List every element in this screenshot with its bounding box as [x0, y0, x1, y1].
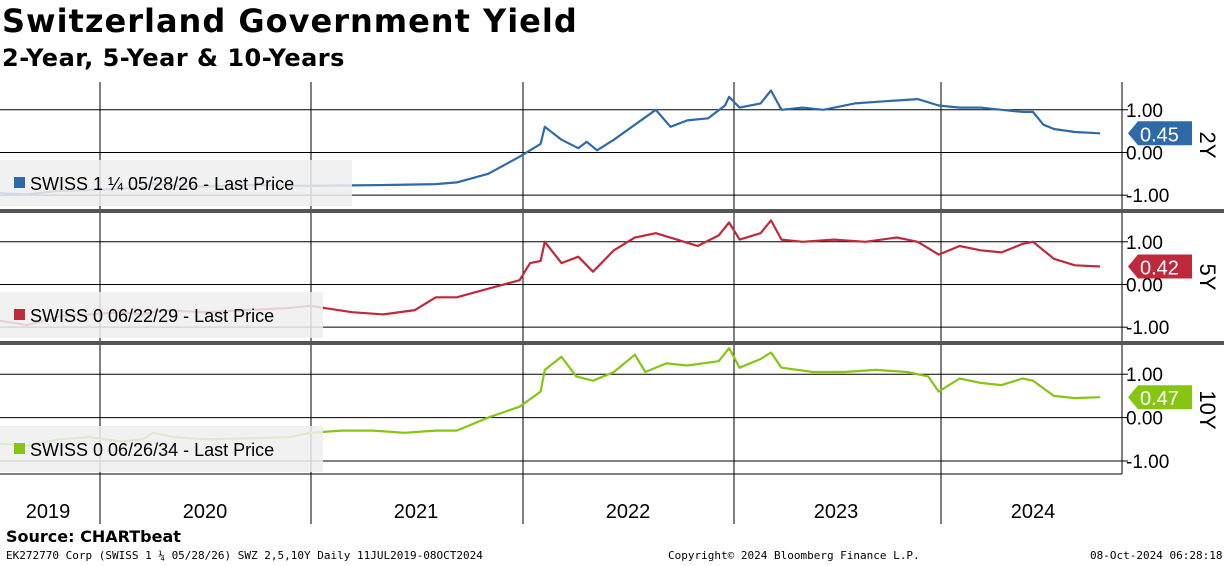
legend-label: SWISS 0 06/22/29 - Last Price — [30, 306, 274, 326]
legend-box — [0, 426, 323, 472]
y-tick-label: 1.00 — [1126, 233, 1163, 254]
y-tick-label: 1.00 — [1126, 365, 1163, 386]
last-value-badge — [1128, 254, 1192, 279]
panel-label-5y: 5Y — [1195, 264, 1220, 291]
last-value-label: 0.42 — [1140, 258, 1179, 280]
x-year-label: 2020 — [183, 501, 228, 523]
y-tick-label: -1.00 — [1126, 318, 1169, 339]
x-year-label: 2024 — [1011, 501, 1056, 523]
x-year-label: 2023 — [814, 501, 859, 523]
legend-swatch — [14, 309, 25, 320]
legend-swatch — [14, 177, 25, 188]
x-year-label: 2021 — [394, 501, 439, 523]
last-value-badge — [1128, 385, 1192, 410]
y-tick-label: 1.00 — [1126, 101, 1163, 122]
y-tick-label: -1.00 — [1126, 452, 1169, 473]
last-value-label: 0.47 — [1140, 388, 1179, 410]
panel-separator — [0, 341, 1224, 345]
last-value-label: 0.45 — [1140, 124, 1179, 146]
y-tick-label: 0.00 — [1126, 409, 1163, 430]
legend-label: SWISS 1 ¼ 05/28/26 - Last Price — [30, 174, 294, 194]
chart-subtitle: 2-Year, 5-Year & 10-Years — [2, 44, 345, 72]
footer-security-info: EK272770 Corp (SWISS 1 ¼ 05/28/26) SWZ 2… — [6, 549, 483, 562]
chart-title: Switzerland Government Yield — [2, 2, 578, 40]
panel-separator — [0, 209, 1224, 213]
legend-swatch — [14, 443, 25, 454]
y-tick-label: -1.00 — [1126, 186, 1169, 207]
x-year-label: 2019 — [26, 501, 71, 523]
last-value-badge — [1128, 121, 1192, 146]
footer-timestamp: 08-Oct-2024 06:28:18 — [1090, 549, 1223, 562]
x-year-label: 2022 — [606, 501, 651, 523]
footer-copyright: Copyright© 2024 Bloomberg Finance L.P. — [668, 549, 920, 562]
y-tick-label: 0.00 — [1126, 275, 1163, 296]
legend-box — [0, 292, 323, 338]
panel-label-10y: 10Y — [1195, 390, 1220, 429]
legend-box — [0, 160, 352, 206]
y-tick-label: 0.00 — [1126, 143, 1163, 164]
legend-label: SWISS 0 06/26/34 - Last Price — [30, 440, 274, 460]
source-label: Source: CHARTbeat — [6, 527, 181, 546]
panel-label-2y: 2Y — [1195, 132, 1220, 159]
